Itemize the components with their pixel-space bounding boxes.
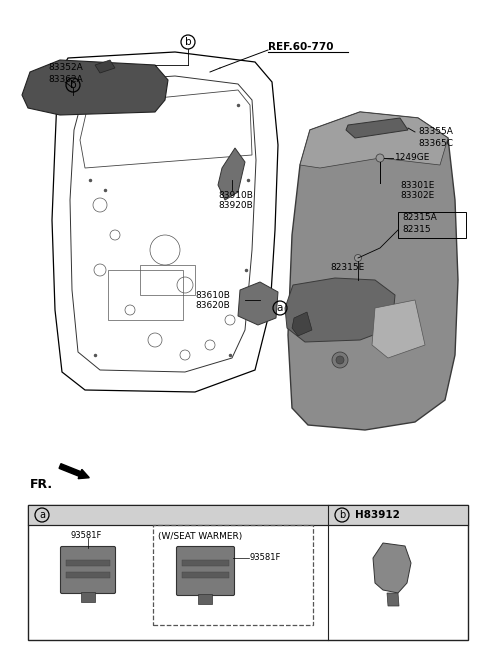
- Polygon shape: [300, 112, 448, 168]
- Text: REF.60-770: REF.60-770: [268, 42, 334, 52]
- Text: b: b: [185, 37, 192, 47]
- Polygon shape: [387, 593, 399, 606]
- Text: 83301E: 83301E: [400, 180, 434, 190]
- Text: 82315: 82315: [402, 224, 431, 234]
- Text: 83362A: 83362A: [48, 75, 83, 83]
- FancyBboxPatch shape: [177, 546, 235, 596]
- Text: 83355A: 83355A: [418, 127, 453, 136]
- Text: 83620B: 83620B: [195, 302, 230, 310]
- Bar: [182, 572, 229, 578]
- Bar: [28, 505, 468, 525]
- Polygon shape: [238, 282, 278, 325]
- Polygon shape: [373, 543, 411, 593]
- Text: 82315A: 82315A: [402, 213, 437, 222]
- Bar: [66, 572, 110, 578]
- Text: b: b: [70, 80, 76, 90]
- FancyBboxPatch shape: [60, 546, 116, 594]
- Circle shape: [355, 255, 361, 262]
- Text: 83365C: 83365C: [418, 138, 453, 148]
- Bar: [398, 212, 466, 238]
- Polygon shape: [372, 300, 425, 358]
- Polygon shape: [22, 60, 168, 115]
- Text: 93581F: 93581F: [250, 554, 281, 562]
- Text: FR.: FR.: [30, 478, 53, 491]
- Text: H83912: H83912: [355, 510, 400, 520]
- Text: (W/SEAT WARMER): (W/SEAT WARMER): [158, 533, 242, 541]
- Text: a: a: [39, 510, 45, 520]
- Polygon shape: [285, 278, 395, 342]
- Text: 1249GE: 1249GE: [395, 154, 431, 163]
- Text: 83610B: 83610B: [195, 291, 230, 300]
- Bar: [198, 594, 212, 604]
- Circle shape: [336, 356, 344, 364]
- Bar: [140, 265, 195, 295]
- FancyArrow shape: [59, 464, 89, 479]
- Text: a: a: [277, 303, 283, 313]
- Polygon shape: [218, 148, 245, 200]
- Text: 82315E: 82315E: [330, 264, 364, 272]
- Circle shape: [332, 352, 348, 368]
- Bar: [108, 270, 183, 320]
- Bar: [182, 560, 229, 566]
- Bar: [28, 505, 468, 640]
- Text: 83302E: 83302E: [400, 192, 434, 201]
- Circle shape: [376, 154, 384, 162]
- Bar: [66, 560, 110, 566]
- Polygon shape: [95, 60, 115, 73]
- Polygon shape: [346, 118, 408, 138]
- Text: 83352A: 83352A: [48, 64, 83, 73]
- Text: 83910B: 83910B: [218, 190, 253, 199]
- Text: 93581F: 93581F: [70, 531, 102, 541]
- Bar: [81, 592, 95, 602]
- Text: b: b: [339, 510, 345, 520]
- Bar: [153, 525, 313, 625]
- Polygon shape: [292, 312, 312, 336]
- Polygon shape: [288, 112, 458, 430]
- Text: 83920B: 83920B: [218, 201, 253, 211]
